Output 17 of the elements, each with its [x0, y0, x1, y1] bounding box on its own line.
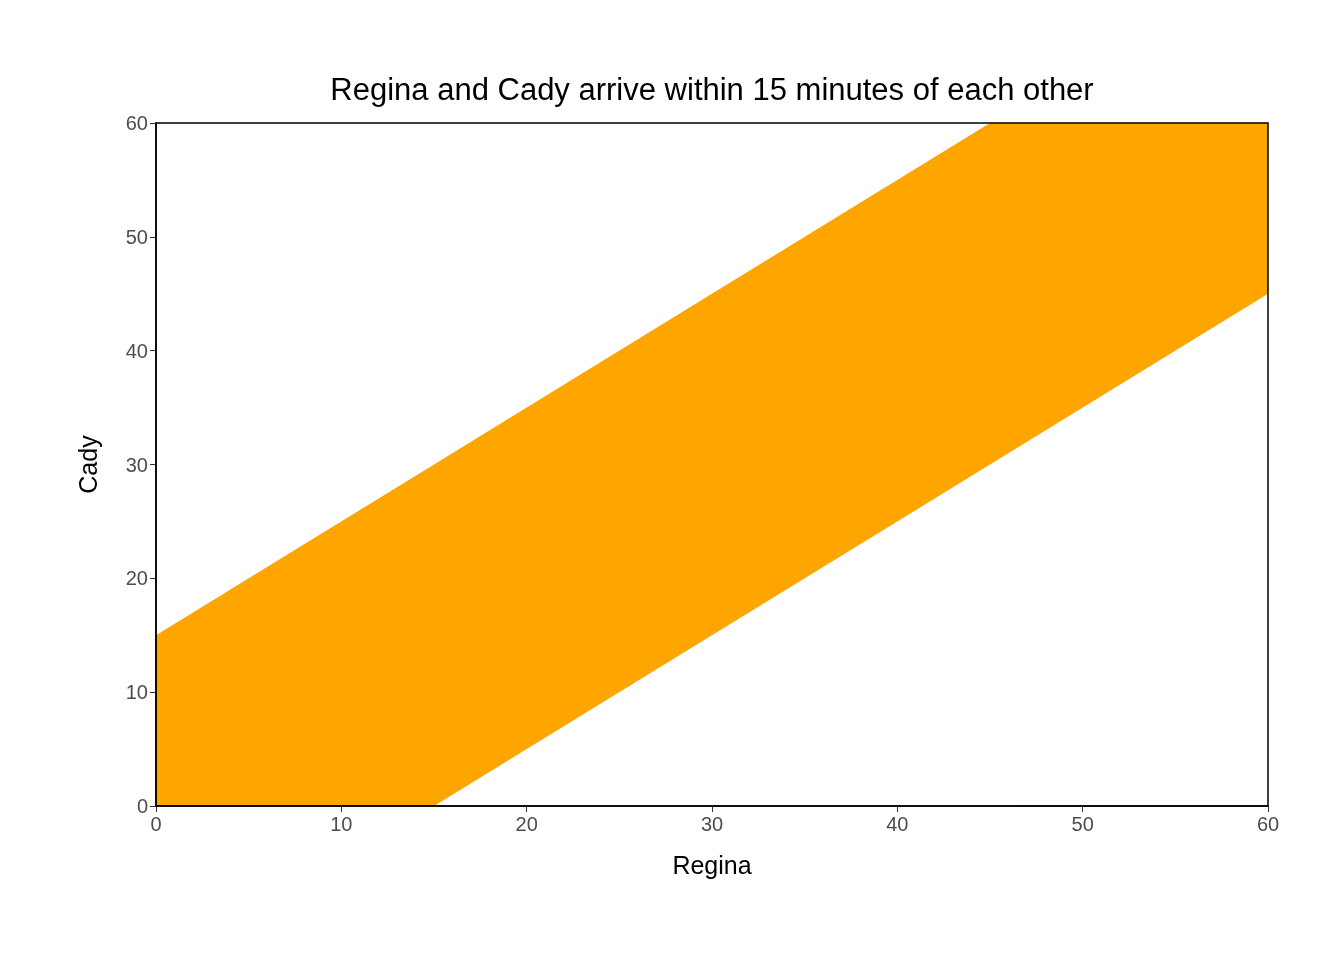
y-tick-label: 50 — [125, 225, 148, 248]
y-tick-label: 30 — [125, 453, 148, 476]
x-tick-label: 0 — [150, 813, 162, 835]
x-tick-label: 40 — [886, 813, 909, 835]
x-tick-label: 20 — [515, 813, 538, 835]
x-tick-label: 60 — [1256, 813, 1280, 835]
y-axis-title: Cady — [73, 434, 102, 494]
x-tick-label: 10 — [330, 813, 353, 835]
x-tick-label: 30 — [700, 813, 724, 835]
y-tick-label: 20 — [125, 567, 148, 590]
x-tick-label: 50 — [1071, 813, 1094, 835]
y-tick-label: 10 — [125, 681, 148, 704]
y-tick-label: 0 — [136, 795, 148, 817]
y-tick-label: 40 — [125, 339, 148, 362]
x-axis-title: Regina — [672, 850, 752, 879]
y-tick-label: 60 — [125, 112, 148, 134]
chart-title: Regina and Cady arrive within 15 minutes of each other — [330, 72, 1094, 107]
